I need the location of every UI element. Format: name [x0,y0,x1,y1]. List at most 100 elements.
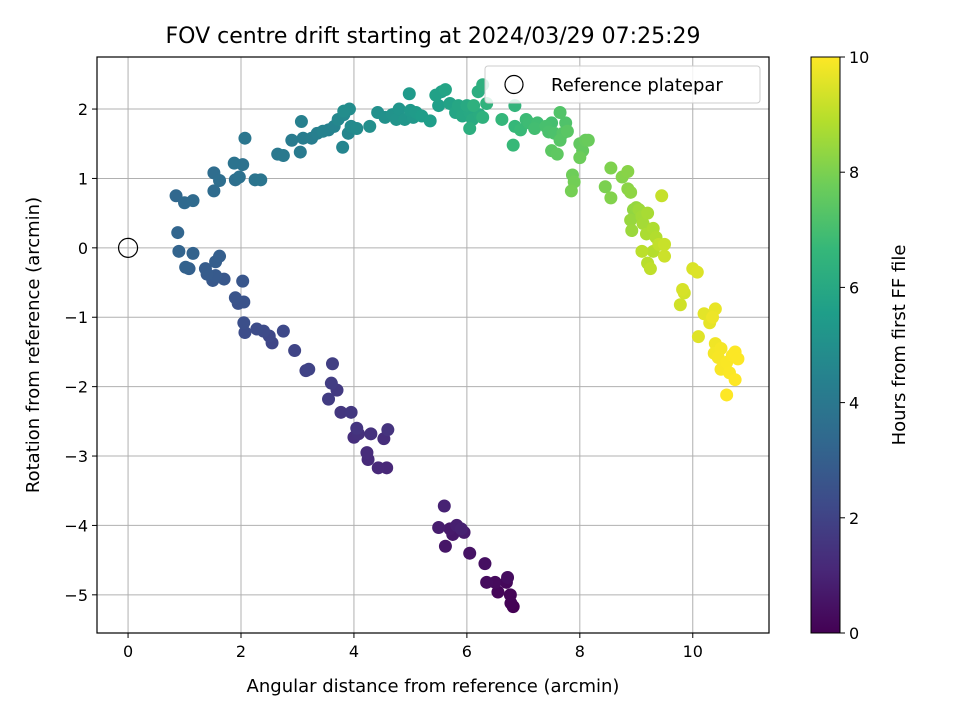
data-point [480,575,494,589]
data-point [236,274,250,288]
data-point [655,189,669,203]
data-point [207,184,221,198]
data-point [643,262,657,276]
data-point [363,119,377,133]
colorbar: 0 2 4 6 8 10 Hours from first FF file [810,48,910,643]
data-point [501,570,515,584]
data-point [625,223,639,237]
data-point [237,316,251,330]
data-point [171,226,185,240]
data-point [720,388,734,402]
data-point [360,446,374,460]
colorbar-tick-label: 10 [849,48,869,67]
data-point [553,133,567,147]
data-point [344,405,358,419]
x-tick-label: 6 [462,642,472,661]
x-tick-label: 10 [683,642,703,661]
data-point [560,124,574,138]
data-point [463,546,477,560]
data-point [316,124,330,138]
data-point [423,114,437,128]
reference-marker [117,237,139,258]
data-point [690,265,704,279]
data-point [238,131,252,145]
data-point [402,87,416,101]
data-point [302,362,316,376]
y-tick-label: −3 [64,447,88,466]
y-axis-label: Rotation from reference (arcmin) [23,197,44,493]
data-point [550,147,564,161]
data-point [324,376,338,390]
data-point [691,330,705,344]
data-point [325,357,339,371]
data-point [232,170,246,184]
data-point [624,185,638,199]
y-tick-label: −4 [64,516,88,535]
colorbar-gradient [810,56,841,634]
data-point [506,138,520,152]
data-point [437,499,451,513]
data-point [598,180,612,194]
reference-marker-group [117,237,139,258]
data-point [731,352,745,366]
data-point [658,249,672,263]
x-tick-label: 4 [349,642,359,661]
data-point [213,174,227,188]
data-point [213,249,227,263]
data-point [293,145,307,159]
colorbar-tick-label: 6 [849,278,859,297]
data-point [706,310,720,324]
chart-title: FOV centre drift starting at 2024/03/29 … [166,24,701,49]
data-point [476,110,490,124]
data-point [294,115,308,129]
data-point [337,104,351,118]
data-point [621,165,635,179]
data-point [322,392,336,406]
data-point [581,133,595,147]
data-point [495,112,509,126]
data-point [276,149,290,163]
x-tick-label: 0 [123,642,133,661]
y-tick-label: 0 [78,239,88,258]
colorbar-tick-label: 4 [849,394,859,413]
data-point [288,344,302,358]
data-point [624,213,638,227]
x-tick-label: 8 [575,642,585,661]
data-point [250,322,264,336]
data-point [658,237,672,251]
data-point [432,99,446,113]
data-point [478,557,492,571]
data-point [364,427,378,441]
x-tick-label: 2 [236,642,246,661]
data-point [635,244,649,258]
data-point [438,83,452,97]
data-point [186,246,200,260]
data-point [371,461,385,475]
data-point [604,161,618,175]
data-point [254,173,268,187]
data-point [172,244,186,258]
legend-entry-reference: Reference platepar [551,75,723,96]
data-point [334,405,348,419]
colorbar-tick-label: 8 [849,163,859,182]
data-point [381,423,395,437]
legend-marker [504,74,524,95]
data-point [285,133,299,147]
data-point [198,262,212,276]
scatter-points [169,78,745,614]
data-point [276,324,290,338]
data-point [238,326,252,340]
data-point [392,102,406,116]
data-point [636,217,650,231]
data-point [728,373,742,387]
data-point [553,106,567,120]
colorbar-tick-label: 2 [849,509,859,528]
data-point [350,421,364,435]
data-point [463,121,477,135]
y-tick-label: −2 [64,378,88,397]
data-point [454,522,468,536]
data-point [336,140,350,154]
legend: Reference platepar [484,65,761,104]
data-point [573,151,587,165]
